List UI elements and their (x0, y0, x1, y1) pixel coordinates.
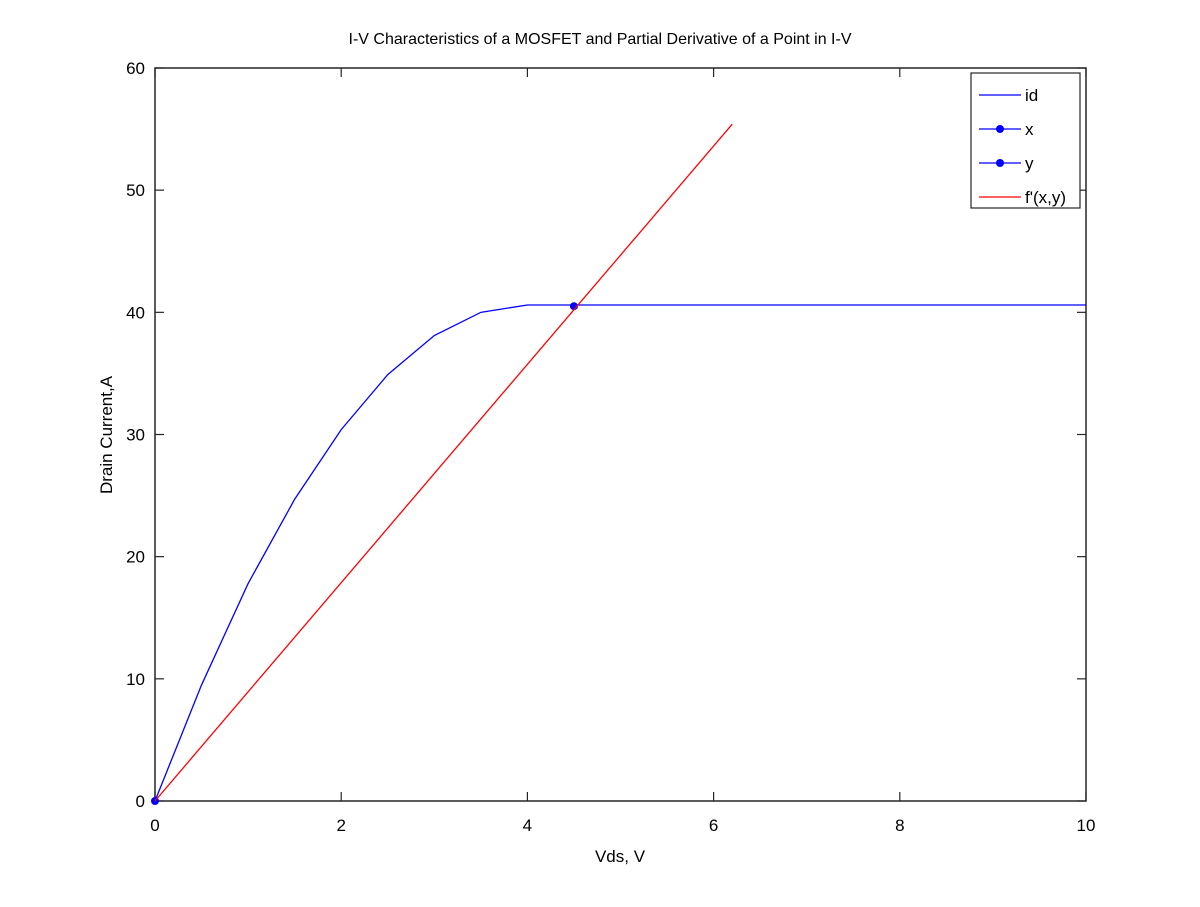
plot-area (154, 67, 1087, 802)
y-tick-label: 60 (126, 59, 145, 78)
y-tick-label: 40 (126, 303, 145, 322)
series-layer (151, 123, 1086, 805)
legend-item: id (979, 86, 1038, 105)
y-tick-label: 0 (136, 792, 145, 811)
axis-ticks: 0 2 4 6 8 10 0 10 20 30 40 50 60 (126, 59, 1095, 835)
axes-frame (154, 67, 1087, 802)
x-tick-label: 4 (523, 816, 532, 835)
y-tick-label: 50 (126, 181, 145, 200)
legend-marker-swatch (996, 125, 1004, 133)
x-axis-label: Vds, V (595, 847, 646, 866)
series-id (154, 304, 1086, 802)
x-tick-label: 0 (150, 816, 159, 835)
legend-item: x (979, 120, 1034, 139)
legend-label: id (1025, 86, 1038, 105)
legend-item: y (979, 154, 1034, 173)
legend: id xy f'(x,y) (970, 72, 1081, 209)
legend-label: x (1025, 120, 1034, 139)
y-tick-label: 30 (126, 426, 145, 445)
legend-marker-swatch (996, 159, 1004, 167)
legend-item: f'(x,y) (979, 188, 1066, 207)
chart-title: I-V Characteristics of a MOSFET and Part… (349, 31, 852, 48)
x-tick-label: 8 (895, 816, 904, 835)
legend-label: y (1025, 154, 1034, 173)
legend-label: f'(x,y) (1025, 188, 1066, 207)
x-tick-label: 2 (336, 816, 345, 835)
y-axis-label: Drain Current,A (97, 375, 116, 494)
x-tick-label: 10 (1077, 816, 1096, 835)
y-tick-label: 10 (126, 670, 145, 689)
series-f-x-y- (154, 123, 733, 802)
x-tick-label: 6 (709, 816, 718, 835)
y-tick-label: 20 (126, 548, 145, 567)
